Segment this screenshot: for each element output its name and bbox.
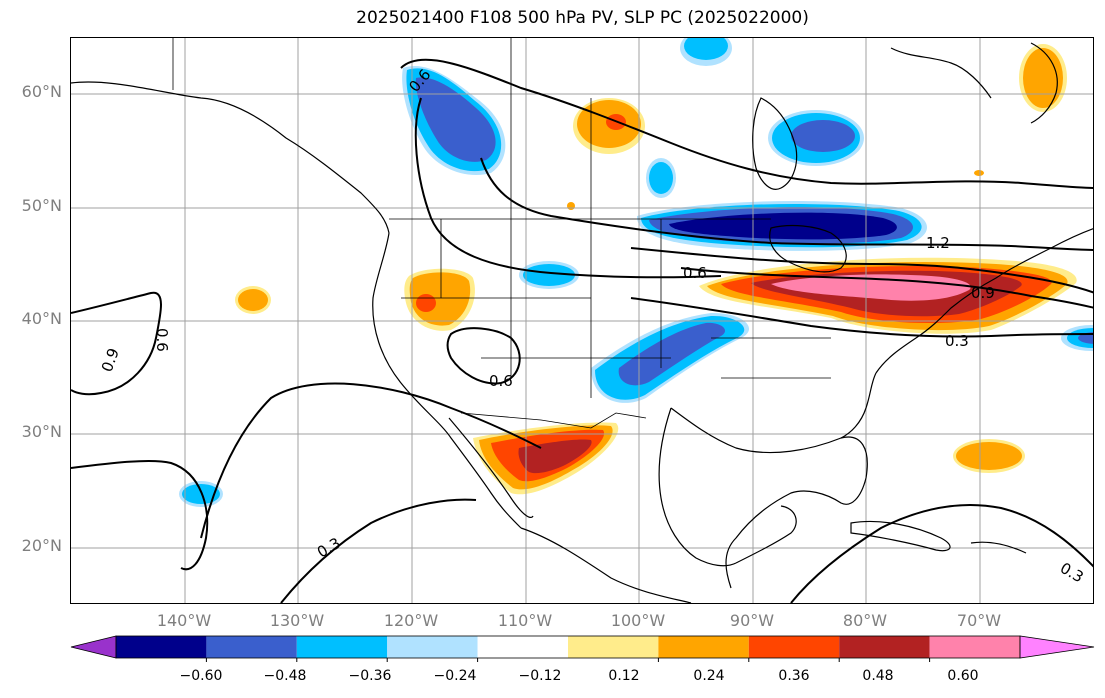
pv-negative-hudson-strong (791, 120, 855, 152)
border-us-mexico (460, 412, 647, 429)
lon-label-120: 120°W (383, 611, 439, 630)
contour-0-3-southwest (71, 459, 209, 571)
lon-label-90: 90°W (729, 611, 775, 630)
pv-positive-labrador-mid (1023, 48, 1063, 108)
pv-negative-plains-strong (618, 322, 726, 386)
coastline-baja (448, 417, 534, 518)
pv-positive-great-basin-core (416, 294, 436, 312)
colorbar-segment (387, 636, 478, 658)
coastline-hispaniola (970, 541, 1027, 554)
lat-label-20: 20°N (21, 536, 62, 555)
pv-negative-ontario-mid (649, 162, 673, 194)
colorbar-tick-8: 0.36 (778, 668, 810, 684)
contour-0-3-east (630, 297, 1093, 338)
pv-positive-small-dot-2 (974, 170, 984, 176)
lat-label-40: 40°N (21, 309, 62, 328)
contour-label-7: 1.2 (926, 234, 950, 252)
contour-label-8: 0.9 (971, 284, 995, 302)
colorbar-extend-max (1019, 635, 1095, 659)
colorbar-tick-4: −0.24 (433, 668, 477, 684)
colorbar-tick-1: −0.60 (179, 668, 223, 684)
coastline-gulf (670, 407, 868, 589)
coastline-florida (840, 372, 877, 439)
lon-label-130: 130°W (269, 611, 325, 630)
contour-label-6: 0.3 (314, 534, 344, 562)
pv-positive-great-basin-mid (409, 272, 471, 326)
colorbar-border (115, 635, 1021, 659)
contour-0-6-west (414, 97, 722, 279)
contour-label-10: 0.3 (1057, 559, 1087, 587)
coastline-hudson (752, 97, 798, 190)
borders (172, 38, 831, 429)
colorbar-segment (658, 636, 749, 658)
coastline-great-lakes (769, 224, 847, 273)
colorbar-segments (70, 635, 1095, 662)
colorbar-segment (296, 636, 388, 658)
contour-0-3-south (200, 382, 542, 539)
coastline-mexico-east (658, 407, 737, 567)
colorbar-tick-9: 0.48 (862, 668, 894, 684)
colorbar-tick-10: 0.60 (947, 668, 979, 684)
colorbar-segment (568, 636, 659, 658)
colorbar-tick-5: −0.12 (518, 668, 562, 684)
lat-label-60: 60°N (21, 82, 62, 101)
chart-title: 2025021400 F108 500 hPa PV, SLP PC (2025… (356, 8, 809, 28)
coastlines (71, 42, 1093, 603)
contour-0-6-lakes (680, 267, 1093, 309)
colorbar-tick-2: −0.48 (263, 668, 307, 684)
lat-label-50: 50°N (21, 196, 62, 215)
coastline-alaska (71, 81, 390, 234)
contour-label-9: 0.3 (945, 332, 969, 350)
colorbar-extend-min (70, 635, 117, 659)
contour-0-3-caribbean (790, 503, 1093, 603)
colorbar (70, 635, 1095, 662)
colorbar-segment (839, 636, 930, 658)
coastline-greenland (1030, 42, 1058, 124)
colorbar-tick-3: −0.36 (348, 668, 392, 684)
contour-0-9-pacific (71, 291, 162, 396)
graticule (71, 38, 1093, 603)
pv-negative-wyoming-mid (523, 264, 575, 286)
pv-positive-small-dot (567, 202, 575, 210)
lon-label-70: 70°W (956, 611, 1002, 630)
colorbar-segment (477, 636, 568, 658)
coastline-yucatan (735, 505, 797, 564)
colorbar-segment (929, 636, 1020, 658)
pv-negative-bc-strong (415, 77, 496, 162)
map-canvas: 0.6 0.6 0.6 0.9 0.6 0.3 1.2 0.9 0.3 0.3 (71, 38, 1093, 603)
coastline-arctic (890, 47, 992, 99)
pv-negative-atlantic-edge-core (1078, 332, 1093, 344)
contour-label-4: 0.9 (98, 346, 123, 375)
coastline-mexico-west (520, 527, 692, 603)
coastline-cuba (850, 520, 951, 552)
contour-1-2 (630, 247, 1093, 294)
colorbar-segment (748, 636, 840, 658)
map-panel: 0.6 0.6 0.6 0.9 0.6 0.3 1.2 0.9 0.3 0.3 (70, 37, 1094, 604)
lon-label-140: 140°W (156, 611, 212, 630)
contour-label-5: 0.6 (153, 328, 171, 352)
contour-label-2: 0.6 (683, 264, 707, 282)
colorbar-segment (206, 636, 297, 658)
coastline-west (372, 232, 522, 529)
lon-label-80: 80°W (842, 611, 888, 630)
lon-label-110: 110°W (497, 611, 553, 630)
contour-0-6-southwest (446, 327, 521, 385)
pv-positive-mexico-stronger (518, 439, 592, 474)
pv-positive-atlantic-mid (956, 442, 1022, 470)
contour-0-6-north (400, 58, 1093, 189)
colorbar-tick-7: 0.24 (693, 668, 725, 684)
colorbar-tick-6: 0.12 (608, 668, 640, 684)
pv-positive-pacific-core (238, 289, 268, 311)
contour-0-3-mexico (280, 498, 477, 603)
slp-contours (71, 58, 1093, 603)
pv-positive-anomalies (235, 44, 1077, 495)
contour-label-3: 0.6 (489, 372, 513, 390)
contour-0-9 (480, 157, 1093, 251)
colorbar-segment (116, 636, 207, 658)
coastline-east (875, 228, 1093, 374)
pv-negative-nwt-mid (684, 38, 728, 60)
lon-label-100: 100°W (610, 611, 666, 630)
lat-label-30: 30°N (21, 422, 62, 441)
